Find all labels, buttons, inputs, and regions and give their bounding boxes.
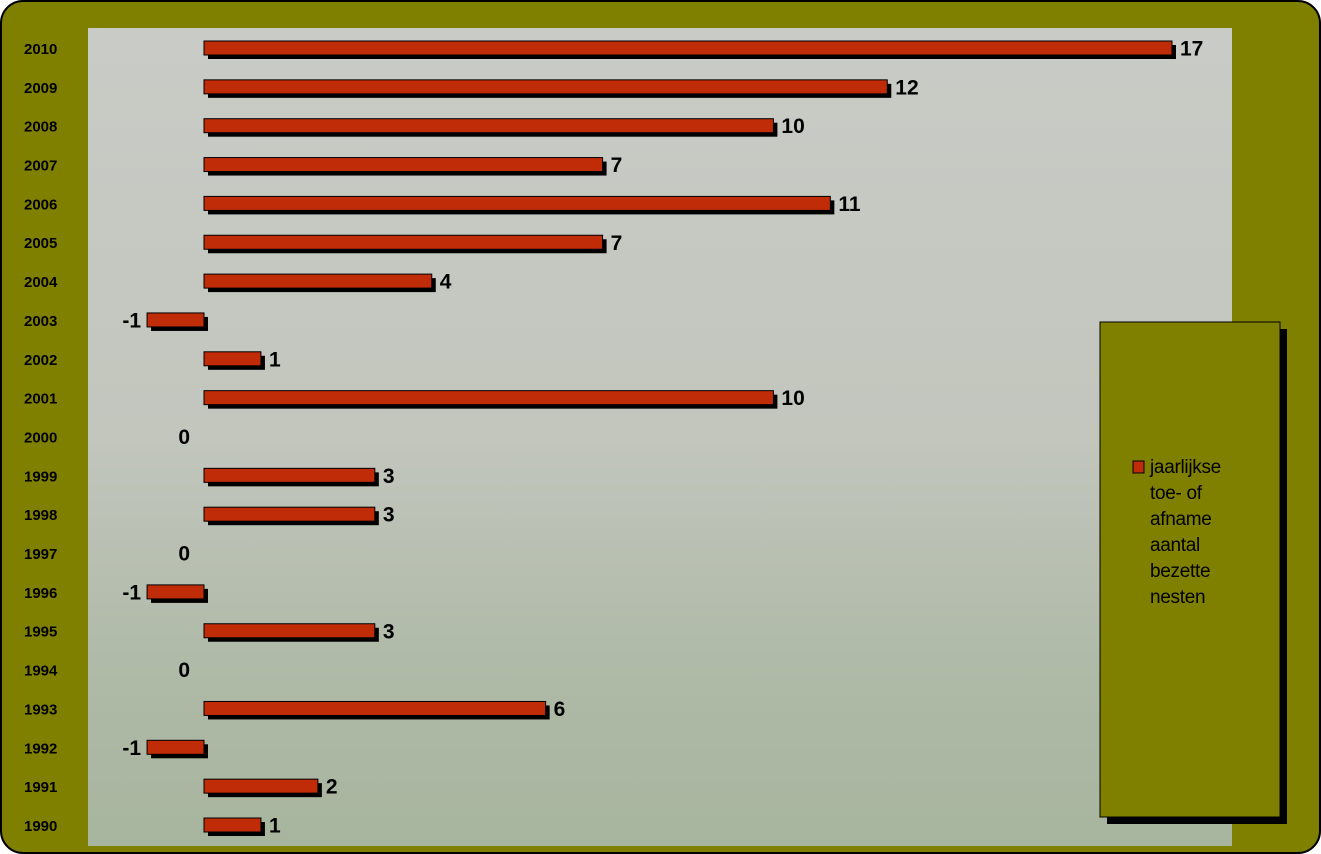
y-tick-label: 2002 bbox=[24, 352, 57, 369]
bar bbox=[147, 740, 204, 754]
value-label: 17 bbox=[1180, 38, 1203, 61]
bar bbox=[147, 585, 204, 599]
value-label: 6 bbox=[554, 698, 566, 721]
y-tick-label: 1994 bbox=[24, 663, 58, 680]
value-label: -1 bbox=[122, 737, 141, 760]
value-label: 3 bbox=[383, 620, 395, 643]
value-label: -1 bbox=[122, 581, 141, 604]
y-tick-label: 2007 bbox=[24, 158, 57, 175]
bar bbox=[204, 701, 546, 715]
plot-background bbox=[88, 28, 1232, 846]
bar bbox=[204, 352, 261, 366]
bar bbox=[204, 158, 603, 172]
y-tick-label: 2008 bbox=[24, 119, 57, 136]
bar bbox=[204, 41, 1172, 55]
value-label: 10 bbox=[781, 115, 804, 138]
value-label: 11 bbox=[838, 193, 861, 216]
value-label: 4 bbox=[440, 271, 452, 294]
y-tick-label: 2001 bbox=[24, 391, 57, 408]
y-tick-label: 2004 bbox=[24, 274, 58, 291]
bar bbox=[204, 235, 603, 249]
bar bbox=[204, 624, 375, 638]
bar bbox=[204, 196, 830, 210]
bar bbox=[204, 818, 261, 832]
y-tick-label: 1997 bbox=[24, 546, 57, 563]
value-label: 12 bbox=[895, 76, 918, 99]
bar bbox=[204, 274, 432, 288]
y-tick-label: 2006 bbox=[24, 196, 57, 213]
value-label: 7 bbox=[611, 154, 623, 177]
value-label: 3 bbox=[383, 465, 395, 488]
y-tick-label: 1996 bbox=[24, 585, 57, 602]
value-label: 0 bbox=[178, 426, 190, 449]
page: 2010172009122008102007720061120057200442… bbox=[0, 0, 1321, 854]
legend-label: jaarlijkse toe- of afname aantal bezette… bbox=[1150, 455, 1230, 611]
chart: 2010172009122008102007720061120057200442… bbox=[0, 0, 1321, 854]
y-tick-label: 2010 bbox=[24, 41, 57, 58]
value-label: 1 bbox=[269, 348, 281, 371]
bar bbox=[204, 391, 773, 405]
bar bbox=[204, 779, 318, 793]
value-label: 0 bbox=[178, 543, 190, 566]
value-label: -1 bbox=[122, 309, 141, 332]
bar bbox=[204, 80, 887, 94]
bar bbox=[147, 313, 204, 327]
bar bbox=[204, 468, 375, 482]
y-tick-label: 1995 bbox=[24, 624, 57, 641]
y-tick-label: 2003 bbox=[24, 313, 57, 330]
y-tick-label: 1993 bbox=[24, 701, 57, 718]
y-tick-label: 2009 bbox=[24, 80, 57, 97]
y-tick-label: 1998 bbox=[24, 507, 57, 524]
value-label: 1 bbox=[269, 815, 281, 838]
y-tick-label: 1991 bbox=[24, 779, 57, 796]
y-tick-label: 1999 bbox=[24, 468, 57, 485]
y-tick-label: 2000 bbox=[24, 429, 57, 446]
value-label: 3 bbox=[383, 504, 395, 527]
bar bbox=[204, 119, 773, 133]
value-label: 0 bbox=[178, 659, 190, 682]
y-tick-label: 1990 bbox=[24, 818, 57, 835]
value-label: 2 bbox=[326, 776, 338, 799]
legend-marker bbox=[1133, 461, 1144, 473]
bar bbox=[204, 507, 375, 521]
y-tick-label: 2005 bbox=[24, 235, 57, 252]
value-label: 10 bbox=[781, 387, 804, 410]
y-tick-label: 1992 bbox=[24, 740, 57, 757]
value-label: 7 bbox=[611, 232, 623, 255]
